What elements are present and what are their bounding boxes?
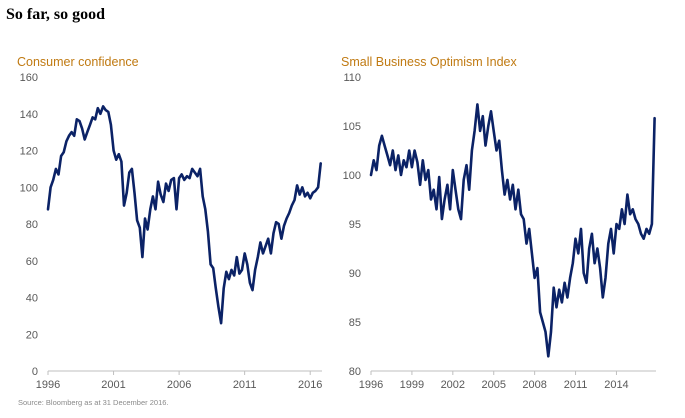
consumer-confidence-series-line (46, 105, 323, 325)
consumer-confidence-x-tick-label: 2016 (298, 379, 322, 391)
small-business-optimism-x-tick-label: 1999 (400, 379, 424, 391)
consumer-confidence-y-tick-label: 120 (20, 146, 38, 158)
consumer-confidence-x-tick-label: 2006 (167, 379, 191, 391)
consumer-confidence-x-tick-label: 1996 (36, 379, 60, 391)
small-business-optimism-y-tick-label: 90 (349, 268, 361, 280)
consumer-confidence-y-tick-label: 40 (26, 293, 38, 305)
small-business-optimism-y-tick-label: 85 (349, 317, 361, 329)
small-business-optimism-y-tick-label: 95 (349, 219, 361, 231)
source-note: Source: Bloomberg as at 31 December 2016… (18, 398, 169, 407)
consumer-confidence-x-tick-label: 2001 (101, 379, 125, 391)
small-business-optimism-x-tick-label: 2014 (604, 379, 628, 391)
small-business-optimism-x-tick-label: 2008 (522, 379, 546, 391)
small-business-optimism-x-tick-label: 2005 (481, 379, 505, 391)
small-business-optimism-y-tick-label: 100 (343, 170, 361, 182)
consumer-confidence-y-tick-label: 100 (20, 182, 38, 194)
consumer-confidence-y-tick-label: 80 (26, 219, 38, 231)
small-business-optimism-x-tick-label: 1996 (359, 379, 383, 391)
small-business-optimism-y-tick-label: 80 (349, 366, 361, 378)
small-business-optimism-y-tick-label: 105 (343, 121, 361, 133)
page-title: So far, so good (6, 6, 105, 23)
consumer-confidence-y-tick-label: 0 (32, 366, 38, 378)
consumer-confidence-x-tick-label: 2011 (233, 379, 257, 391)
consumer-confidence-y-tick-label: 160 (20, 72, 38, 84)
consumer-confidence-y-tick-label: 60 (26, 256, 38, 268)
small-business-optimism-chart-title: Small Business Optimism Index (341, 55, 517, 69)
consumer-confidence-y-tick-label: 20 (26, 329, 38, 341)
consumer-confidence-chart-title: Consumer confidence (17, 55, 139, 69)
small-business-optimism-x-tick-label: 2011 (564, 379, 588, 391)
small-business-optimism-x-tick-label: 2002 (441, 379, 465, 391)
small-business-optimism-y-tick-label: 110 (343, 72, 361, 84)
consumer-confidence-y-tick-label: 140 (20, 109, 38, 121)
small-business-optimism-series-line (369, 103, 656, 358)
